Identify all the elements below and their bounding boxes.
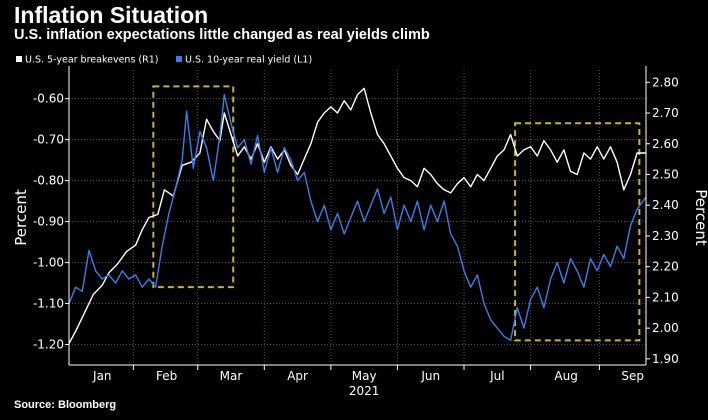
right-tick-label: 2.50 (652, 167, 679, 181)
x-tick-label: Apr (287, 369, 308, 383)
real-yield-line (68, 93, 647, 342)
x-tick-label: Mar (220, 369, 243, 383)
gridlines (69, 70, 646, 365)
legend-swatch-breakevens (16, 56, 22, 62)
axes: -0.60 -0.70 -0.80 -0.90 -1.00 -1.10 -1.20 2.80 2… (12, 66, 708, 398)
left-tick-label: -0.90 (33, 215, 64, 229)
breakevens-line (68, 87, 646, 344)
chart-subtitle: U.S. inflation expectations little chang… (14, 27, 430, 43)
left-tick-label: -1.10 (33, 297, 64, 311)
x-tick-label: Jan (92, 369, 112, 383)
x-tick-label: Feb (156, 369, 177, 383)
left-axis-title: Percent (12, 189, 30, 246)
legend-swatch-real-yield (176, 56, 182, 62)
left-tick-label: -1.00 (33, 256, 64, 270)
left-tick-label: -0.80 (33, 174, 64, 188)
right-tick-label: 1.90 (652, 352, 679, 366)
highlight-box-2 (514, 122, 641, 342)
left-tick-label: -0.70 (33, 133, 64, 147)
legend-label-breakevens: U.S. 5-year breakevens (R1) (25, 55, 158, 66)
x-tick-label: Jul (489, 369, 504, 383)
legend-label-real-yield: U.S. 10-year real yield (L1) (185, 55, 312, 66)
x-tick-label: Jun (420, 369, 440, 383)
highlight-box-1 (152, 85, 235, 289)
right-tick-label: 2.40 (652, 198, 679, 212)
x-axis-title: 2021 (349, 384, 380, 398)
right-tick-label: 2.30 (652, 229, 679, 243)
right-tick-label: 2.00 (652, 321, 679, 335)
legend: U.S. 5-year breakevens (R1) U.S. 10-year … (16, 55, 312, 66)
source-note: Source: Bloomberg (14, 399, 117, 411)
right-tick-label: 2.10 (652, 290, 679, 304)
left-tick-label: -0.60 (33, 92, 64, 106)
chart-title: Inflation Situation (14, 2, 209, 28)
right-tick-label: 2.20 (652, 260, 679, 274)
right-tick-label: 2.80 (652, 75, 679, 89)
right-tick-label: 2.60 (652, 137, 679, 151)
right-tick-label: 2.70 (652, 106, 679, 120)
x-tick-label: May (352, 369, 377, 383)
left-tick-label: -1.20 (33, 338, 64, 352)
highlight-boxes (152, 85, 641, 342)
right-axis-title: Percent (692, 189, 708, 246)
x-tick-label: Sep (621, 369, 644, 383)
x-tick-label: Aug (554, 369, 577, 383)
series-lines (68, 87, 647, 344)
